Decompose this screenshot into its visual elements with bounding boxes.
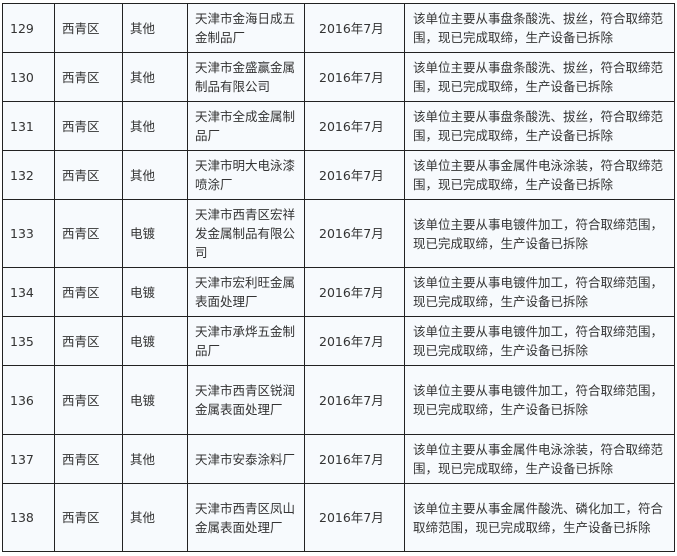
table-row: 133 西青区 电镀 天津市西青区宏祥发金属制品有限公司 2016年7月 该单位主要从事电… bbox=[2, 199, 675, 268]
table-row: 130 西青区 其他 天津市金盛赢金属制品有限公司 2016年7月 该单位主要从事盘条酸洗… bbox=[2, 52, 675, 102]
company-name-cell: 天津市西青区宏祥发金属制品有限公司 bbox=[187, 199, 305, 268]
company-name-cell: 天津市金海日成五金制品厂 bbox=[187, 3, 305, 53]
category-cell: 其他 bbox=[122, 483, 188, 552]
row-number: 134 bbox=[2, 267, 55, 317]
table-row: 129 西青区 其他 天津市金海日成五金制品厂 2016年7月 该单位主要从事盘条酸洗、拔… bbox=[2, 3, 675, 53]
table-row: 132 西青区 其他 天津市明大电泳漆喷涂厂 2016年7月 该单位主要从事金属件电泳涂装… bbox=[2, 150, 675, 200]
date-cell: 2016年7月 bbox=[304, 267, 405, 317]
category-cell: 电镀 bbox=[122, 365, 188, 435]
description-cell: 该单位主要从事金属件电泳涂装，符合取缔范围，现已完成取缔，生产设备已拆除 bbox=[404, 150, 675, 200]
table-row: 134 西青区 电镀 天津市宏利旺金属表面处理厂 2016年7月 该单位主要从事电镀件加工… bbox=[2, 267, 675, 317]
category-cell: 电镀 bbox=[122, 316, 188, 366]
district-cell: 西青区 bbox=[54, 150, 123, 200]
row-number: 130 bbox=[2, 52, 55, 102]
date-cell: 2016年7月 bbox=[304, 52, 405, 102]
description-cell: 该单位主要从事金属件酸洗、磷化加工，符合取缔范围，现已完成取缔，生产设备已拆除 bbox=[404, 483, 675, 552]
company-name-cell: 天津市承烨五金制品厂 bbox=[187, 316, 305, 366]
date-cell: 2016年7月 bbox=[304, 483, 405, 552]
district-cell: 西青区 bbox=[54, 199, 123, 268]
category-cell: 电镀 bbox=[122, 199, 188, 268]
table-body: 129 西青区 其他 天津市金海日成五金制品厂 2016年7月 该单位主要从事盘条酸洗、拔… bbox=[2, 3, 675, 552]
category-cell: 其他 bbox=[122, 3, 188, 53]
row-number: 131 bbox=[2, 101, 55, 151]
table-row: 136 西青区 电镀 天津市西青区锐润金属表面处理厂 2016年7月 该单位主要从事电镀件… bbox=[2, 365, 675, 435]
district-cell: 西青区 bbox=[54, 365, 123, 435]
district-cell: 西青区 bbox=[54, 483, 123, 552]
row-number: 138 bbox=[2, 483, 55, 552]
company-name-cell: 天津市安泰涂料厂 bbox=[187, 434, 305, 484]
description-cell: 该单位主要从事电镀件加工，符合取缔范围，现已完成取缔，生产设备已拆除 bbox=[404, 365, 675, 435]
date-cell: 2016年7月 bbox=[304, 150, 405, 200]
description-cell: 该单位主要从事盘条酸洗、拔丝，符合取缔范围，现已完成取缔，生产设备已拆除 bbox=[404, 101, 675, 151]
description-cell: 该单位主要从事盘条酸洗、拔丝，符合取缔范围，现已完成取缔，生产设备已拆除 bbox=[404, 52, 675, 102]
row-number: 135 bbox=[2, 316, 55, 366]
category-cell: 其他 bbox=[122, 434, 188, 484]
description-cell: 该单位主要从事盘条酸洗、拔丝，符合取缔范围，现已完成取缔，生产设备已拆除 bbox=[404, 3, 675, 53]
description-cell: 该单位主要从事电镀件加工，符合取缔范围，现已完成取缔，生产设备已拆除 bbox=[404, 316, 675, 366]
table-row: 131 西青区 其他 天津市全成金属制品厂 2016年7月 该单位主要从事盘条酸洗、拔丝，… bbox=[2, 101, 675, 151]
table-row: 138 西青区 其他 天津市西青区凤山金属表面处理厂 2016年7月 该单位主要从事金属件… bbox=[2, 483, 675, 552]
date-cell: 2016年7月 bbox=[304, 365, 405, 435]
date-cell: 2016年7月 bbox=[304, 316, 405, 366]
company-name-cell: 天津市金盛赢金属制品有限公司 bbox=[187, 52, 305, 102]
district-cell: 西青区 bbox=[54, 52, 123, 102]
company-name-cell: 天津市西青区凤山金属表面处理厂 bbox=[187, 483, 305, 552]
row-number: 137 bbox=[2, 434, 55, 484]
date-cell: 2016年7月 bbox=[304, 3, 405, 53]
district-cell: 西青区 bbox=[54, 3, 123, 53]
table-row: 135 西青区 电镀 天津市承烨五金制品厂 2016年7月 该单位主要从事电镀件加工，符合… bbox=[2, 316, 675, 366]
description-cell: 该单位主要从事电镀件加工，符合取缔范围，现已完成取缔，生产设备已拆除 bbox=[404, 199, 675, 268]
company-name-cell: 天津市明大电泳漆喷涂厂 bbox=[187, 150, 305, 200]
table-row: 137 西青区 其他 天津市安泰涂料厂 2016年7月 该单位主要从事金属件电泳涂装，符合… bbox=[2, 434, 675, 484]
district-cell: 西青区 bbox=[54, 316, 123, 366]
company-name-cell: 天津市宏利旺金属表面处理厂 bbox=[187, 267, 305, 317]
district-cell: 西青区 bbox=[54, 267, 123, 317]
district-cell: 西青区 bbox=[54, 101, 123, 151]
closure-table: 129 西青区 其他 天津市金海日成五金制品厂 2016年7月 该单位主要从事盘条酸洗、拔… bbox=[2, 3, 675, 552]
category-cell: 其他 bbox=[122, 52, 188, 102]
company-name-cell: 天津市西青区锐润金属表面处理厂 bbox=[187, 365, 305, 435]
row-number: 136 bbox=[2, 365, 55, 435]
district-cell: 西青区 bbox=[54, 434, 123, 484]
description-cell: 该单位主要从事金属件电泳涂装，符合取缔范围，现已完成取缔，生产设备已拆除 bbox=[404, 434, 675, 484]
company-name-cell: 天津市全成金属制品厂 bbox=[187, 101, 305, 151]
description-cell: 该单位主要从事电镀件加工，符合取缔范围，现已完成取缔，生产设备已拆除 bbox=[404, 267, 675, 317]
row-number: 133 bbox=[2, 199, 55, 268]
row-number: 129 bbox=[2, 3, 55, 53]
date-cell: 2016年7月 bbox=[304, 434, 405, 484]
row-number: 132 bbox=[2, 150, 55, 200]
category-cell: 其他 bbox=[122, 150, 188, 200]
category-cell: 电镀 bbox=[122, 267, 188, 317]
category-cell: 其他 bbox=[122, 101, 188, 151]
date-cell: 2016年7月 bbox=[304, 199, 405, 268]
date-cell: 2016年7月 bbox=[304, 101, 405, 151]
